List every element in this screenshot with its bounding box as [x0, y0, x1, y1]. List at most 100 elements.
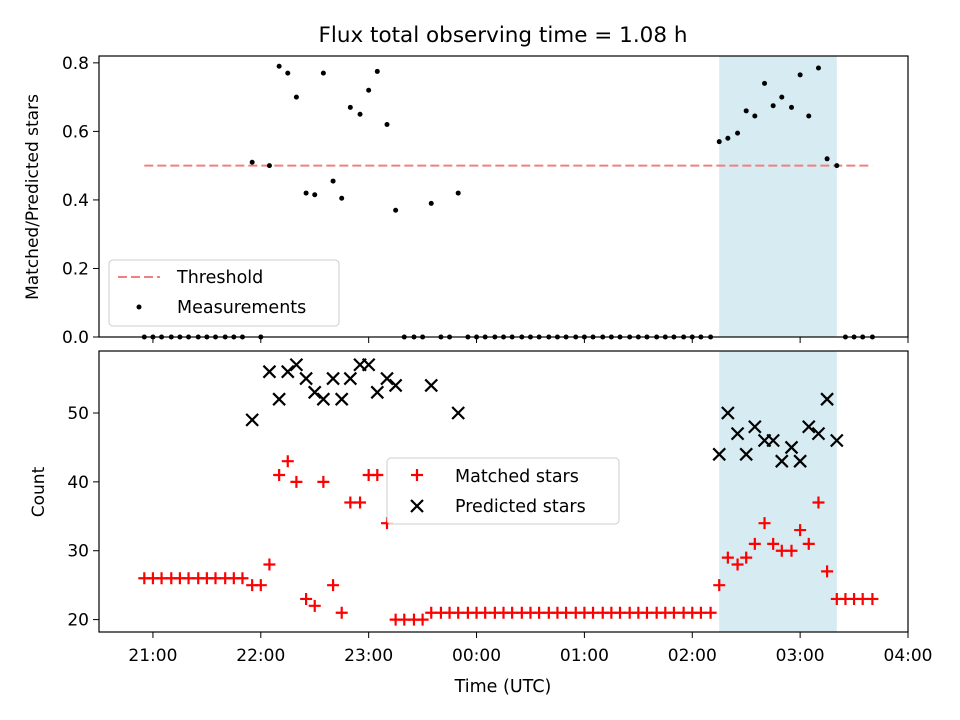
- matched-star-point: [281, 455, 294, 468]
- measurement-point: [716, 139, 722, 145]
- predicted-star-point: [262, 364, 277, 379]
- matched-star-point: [236, 572, 249, 585]
- predicted-star-point: [784, 440, 799, 455]
- measurement-point: [357, 111, 363, 117]
- predicted-star-point: [307, 385, 322, 400]
- predicted-star-point: [739, 447, 753, 462]
- top-y-axis-label: Matched/Predicted stars: [23, 94, 43, 300]
- measurement-point: [339, 195, 345, 201]
- measurement-point: [303, 190, 309, 196]
- top-y-tick-label: 0.2: [62, 259, 89, 279]
- measurement-point: [455, 190, 461, 196]
- predicted-star-point: [326, 371, 340, 386]
- predicted-star-point: [451, 406, 465, 420]
- predicted-star-point: [775, 454, 789, 468]
- predicted-star-point: [334, 392, 349, 406]
- matched-star-point: [354, 496, 367, 509]
- predicted-star-point: [730, 426, 745, 441]
- x-tick-label: 00:00: [452, 646, 501, 666]
- measurement-point: [735, 130, 741, 136]
- predicted-star-point: [280, 364, 295, 379]
- matched-star-point: [308, 599, 321, 612]
- predicted-star-point: [811, 426, 826, 441]
- predicted-star-point: [820, 392, 834, 406]
- x-tick-label: 03:00: [776, 646, 825, 666]
- matched-star-point: [290, 475, 303, 488]
- matched-star-point: [263, 558, 276, 571]
- measurement-point: [347, 104, 353, 110]
- x-tick-label: 02:00: [668, 646, 717, 666]
- matched-star-point: [821, 565, 834, 578]
- legend-predicted-swatch: [410, 499, 424, 513]
- matched-star-point: [802, 537, 815, 550]
- matched-star-point: [254, 579, 267, 592]
- matched-star-point: [866, 592, 879, 605]
- measurement-point: [330, 178, 336, 184]
- x-tick-label: 21:00: [128, 646, 177, 666]
- predicted-star-point: [424, 378, 439, 393]
- matched-star-point: [335, 606, 348, 619]
- predicted-star-point: [830, 433, 844, 448]
- top-legend: Threshold Measurements: [108, 259, 340, 327]
- matched-star-point: [740, 551, 753, 564]
- measurement-point: [293, 94, 299, 100]
- matched-star-point: [794, 524, 807, 537]
- bottom-y-tick-label: 40: [67, 473, 89, 493]
- measurement-point: [374, 68, 380, 74]
- bottom-legend-box: [386, 457, 620, 525]
- legend-matched-label: Matched stars: [455, 467, 579, 487]
- bottom-y-tick-label: 20: [67, 611, 89, 631]
- x-tick-label: 23:00: [344, 646, 393, 666]
- legend-measurements-swatch: [136, 304, 142, 310]
- top-y-tick-label: 0.6: [62, 122, 89, 142]
- measurement-point: [797, 72, 803, 78]
- top-panel: 0.00.20.40.60.8 Matched/Predicted stars …: [23, 54, 909, 348]
- predicted-star-point: [748, 419, 762, 434]
- matched-stars-points: [138, 455, 879, 626]
- measurement-point: [770, 103, 776, 109]
- measurement-point: [752, 113, 758, 119]
- matched-star-point: [748, 537, 761, 550]
- matched-star-point: [273, 468, 286, 481]
- bottom-y-tick-label: 30: [67, 542, 89, 562]
- measurement-point: [834, 163, 840, 169]
- measurement-point: [789, 104, 795, 110]
- matched-star-point: [371, 468, 384, 481]
- measurement-point: [743, 108, 749, 114]
- measurement-point: [824, 156, 830, 162]
- measurement-point: [312, 192, 318, 198]
- predicted-star-point: [245, 413, 259, 427]
- measurement-point: [762, 80, 768, 86]
- predicted-star-point: [272, 392, 286, 406]
- predicted-star-point: [361, 357, 376, 372]
- predicted-star-point: [801, 419, 816, 434]
- predicted-star-point: [721, 406, 735, 420]
- bottom-plot-frame: [98, 350, 909, 633]
- legend-matched-swatch: [411, 469, 423, 481]
- bottom-y-axis-label: Count: [29, 466, 49, 517]
- top-legend-box: [108, 259, 340, 327]
- top-ticks: 0.0 0.2 0.4 0.6 0.8: [62, 54, 909, 348]
- chart-title: Flux total observing time = 1.08 h: [319, 23, 688, 48]
- measurement-point: [779, 94, 785, 100]
- matched-star-point: [731, 558, 744, 571]
- matched-star-point: [767, 537, 780, 550]
- bottom-highlight-span: [719, 351, 837, 632]
- measurement-point: [428, 200, 434, 206]
- matched-star-point: [713, 579, 726, 592]
- x-axis-label: Time (UTC): [454, 677, 552, 697]
- measurement-point: [249, 159, 255, 165]
- predicted-star-point: [299, 371, 313, 386]
- matched-star-point: [300, 592, 313, 605]
- matched-star-point: [416, 613, 429, 626]
- legend-predicted-label: Predicted stars: [455, 497, 586, 517]
- predicted-star-point: [316, 392, 331, 406]
- predicted-star-point: [388, 378, 403, 393]
- predicted-star-point: [793, 454, 807, 468]
- x-tick-label: 01:00: [560, 646, 609, 666]
- matched-star-point: [785, 544, 798, 557]
- predicted-star-point: [712, 447, 727, 462]
- measurement-point: [276, 63, 282, 69]
- measurement-point: [266, 163, 272, 169]
